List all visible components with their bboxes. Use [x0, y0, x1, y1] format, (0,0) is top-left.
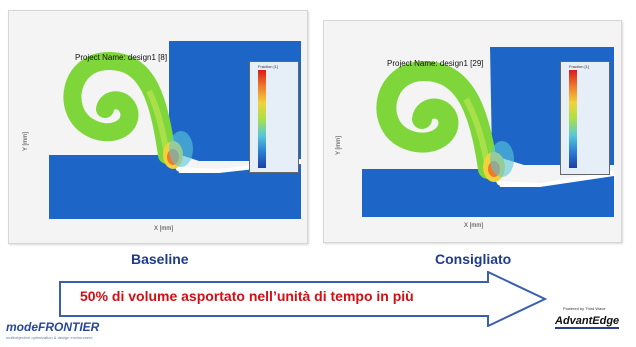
recommended-simulation-panel: Project Name: design1 [29] Y [mm] X [mm]… [323, 20, 622, 243]
colorbar-strip [258, 70, 266, 168]
colorbar-legend: Fraction [1] [560, 61, 610, 175]
modefrontier-tagline: multiobjective optimization & design env… [6, 335, 93, 340]
result-arrow [59, 271, 548, 327]
colorbar-strip [569, 70, 577, 168]
x-axis-label: X [mm] [154, 226, 173, 232]
advantedge-name: AdvantEdge [555, 315, 620, 329]
colorbar-title: Fraction [1] [569, 64, 590, 69]
y-axis-label: Y [mm] [23, 132, 29, 151]
colorbar-title: Fraction [1] [258, 64, 279, 69]
x-axis-label: X [mm] [464, 223, 483, 229]
y-axis-label: Y [mm] [336, 136, 342, 155]
modefrontier-logo: modeFRONTIER multiobjective optimization… [6, 320, 99, 340]
advantedge-logo: Powered by Third Wave AdvantEdge [555, 306, 635, 329]
result-banner-text: 50% di volume asportato nell’unità di te… [80, 288, 414, 304]
modefrontier-name: modeFRONTIER [6, 320, 100, 334]
advantedge-small-text: Powered by Third Wave [563, 306, 606, 311]
baseline-caption: Baseline [131, 251, 189, 267]
project-title: Project Name: design1 [29] [387, 59, 484, 68]
colorbar-legend: Fraction [1] [249, 61, 299, 173]
baseline-simulation-panel: Project Name: design1 [8] Y [mm] X [mm] … [8, 10, 308, 244]
project-title: Project Name: design1 [8] [75, 53, 168, 62]
recommended-caption: Consigliato [435, 251, 512, 267]
